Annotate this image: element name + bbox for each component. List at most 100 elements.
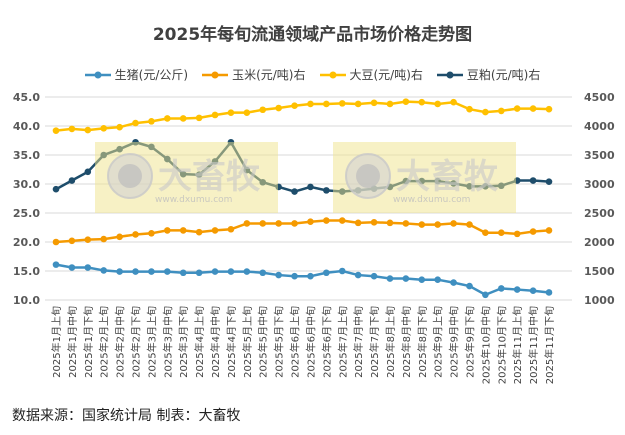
x-tick-label: 2025年7月下旬 [368,306,381,378]
data-point [434,276,441,284]
data-point [402,275,410,282]
data-point [243,268,251,275]
data-point [100,235,108,243]
legend-marker-icon [202,71,229,78]
legend-label: 玉米(元/吨)右 [232,68,306,82]
data-point [418,221,426,228]
series-2 [52,98,553,134]
x-tick-label: 2025年8月下旬 [416,306,429,378]
data-point [466,282,473,290]
left-tick-label: 45.0 [13,91,40,104]
data-point [52,185,60,193]
data-point [529,105,537,112]
data-point [52,261,60,268]
data-point [164,115,171,122]
data-point [418,276,426,284]
x-tick-label: 2025年9月中旬 [448,306,461,378]
x-tick-label: 2025年4月中旬 [209,306,222,378]
left-tick-label: 30.0 [13,178,40,191]
x-tick-label: 2025年11月下旬 [543,306,556,384]
data-point [307,100,314,108]
data-point [195,228,203,236]
data-point [84,264,92,271]
data-point [68,237,76,245]
data-point [450,220,457,227]
data-point [291,188,298,195]
series-line [55,263,550,297]
data-point [132,231,139,238]
data-point [116,233,123,241]
data-point [179,115,187,122]
x-tick-label: 2025年6月下旬 [320,306,333,378]
series-1 [52,217,553,246]
data-point [116,268,123,275]
data-point [148,118,155,125]
data-point [307,272,314,280]
data-point [227,268,235,275]
data-point [68,125,76,133]
x-tick-label: 2025年3月下旬 [177,306,190,378]
data-point [482,108,489,116]
data-point [529,177,537,184]
data-point [402,98,410,105]
data-point [338,267,346,275]
data-point [132,268,139,275]
data-point [545,289,553,296]
data-point [52,127,60,134]
legend-marker-icon [436,71,463,78]
data-point [513,286,521,293]
x-tick-label: 2025年6月上旬 [289,306,302,378]
legend-item: 玉米(元/吨)右 [202,66,306,83]
data-point [100,125,108,132]
data-point [211,111,219,119]
data-point [323,100,330,108]
data-point [243,220,251,227]
data-point [450,98,457,106]
x-tick-label: 2025年2月中旬 [114,306,127,378]
data-point [418,98,426,106]
data-point [529,228,537,235]
x-tick-label: 2025年1月上旬 [50,306,63,378]
left-tick-label: 15.0 [13,265,40,278]
data-point [243,109,251,116]
data-point [148,230,155,237]
data-point [116,123,123,131]
data-point [164,268,171,275]
data-point [386,100,394,108]
data-point [179,269,187,277]
data-point [100,267,108,274]
left-tick-label: 40.0 [13,120,40,133]
data-point [529,287,537,295]
svg-text:大畜牧: 大畜牧 [158,157,261,197]
legend-item: 大豆(元/吨)右 [319,66,423,83]
left-tick-label: 35.0 [13,149,40,162]
data-point [52,238,60,246]
data-point [497,285,505,292]
data-point [84,168,92,176]
data-point [179,227,187,234]
data-point [307,218,314,225]
data-point [275,104,282,112]
legend-item: 生猪(元/公斤) [84,66,188,83]
left-tick-label: 25.0 [13,207,40,220]
data-point [434,221,441,228]
series-line [55,219,550,244]
x-tick-label: 2025年8月上旬 [384,306,397,378]
data-point [211,227,219,234]
data-point [434,100,441,108]
right-tick-label: 4000 [584,120,615,133]
data-point [482,291,489,299]
chart-title: 2025年每旬流通领域产品市场价格走势图 [152,25,473,45]
data-point [323,187,330,194]
x-tick-label: 2025年6月中旬 [304,306,317,378]
right-tick-label: 1500 [584,265,615,278]
right-tick-label: 3500 [584,149,615,162]
data-point [132,119,139,127]
data-point [466,221,473,228]
svg-text:www.dxumu.com: www.dxumu.com [393,195,470,205]
data-point [291,272,298,280]
right-tick-label: 4500 [584,91,615,104]
legend-label: 大豆(元/吨)右 [349,68,423,82]
